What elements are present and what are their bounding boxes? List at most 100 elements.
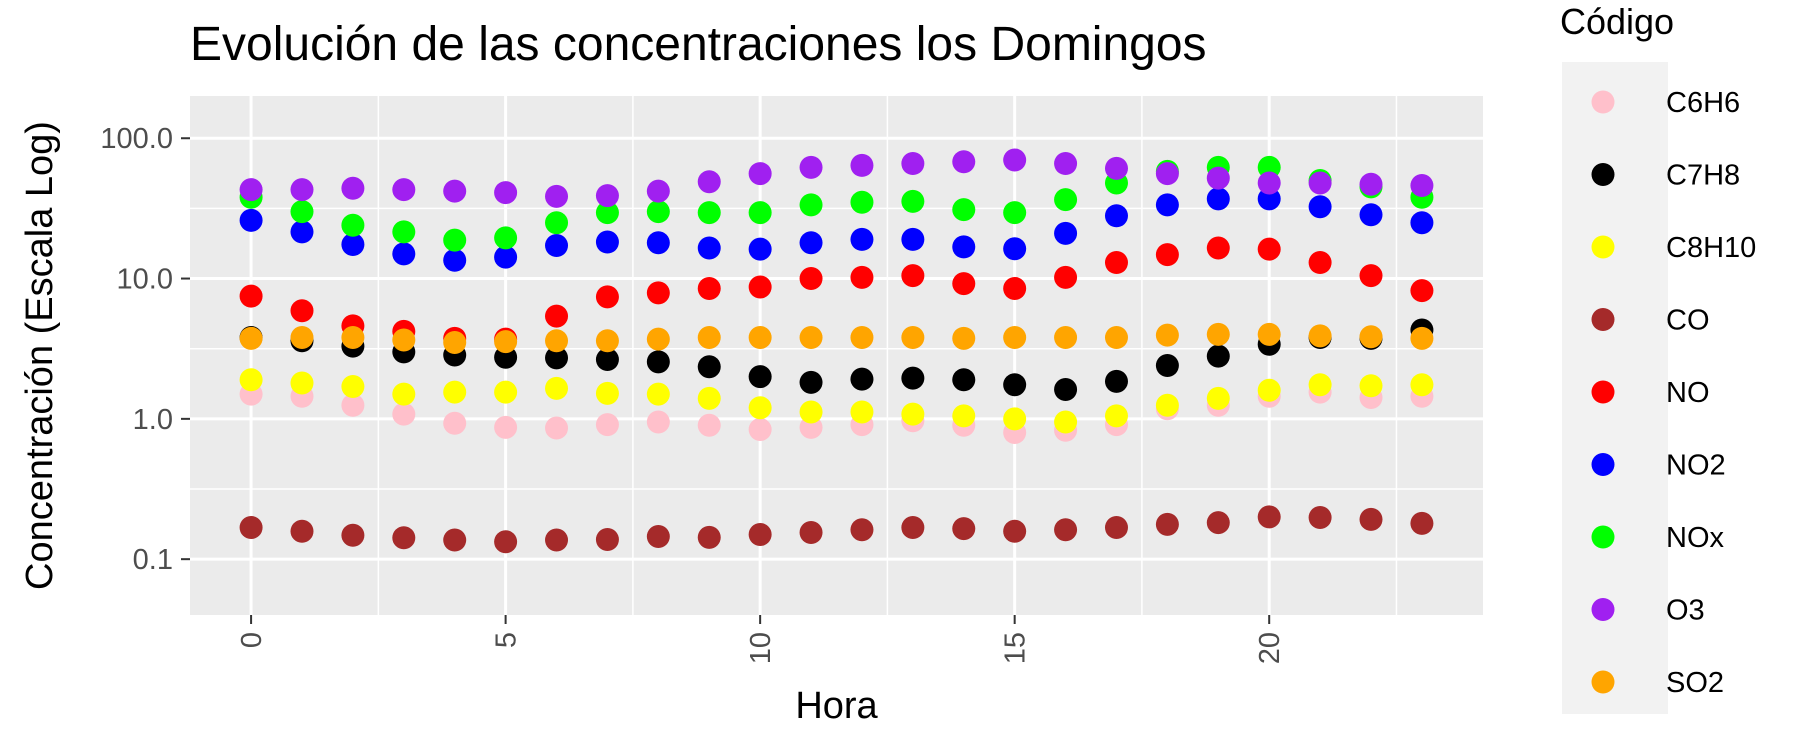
point-no xyxy=(595,285,619,309)
legend-label-o3: O3 xyxy=(1666,595,1705,627)
point-c8h10 xyxy=(341,375,365,399)
x-tick-label: 0 xyxy=(236,632,268,648)
point-o3 xyxy=(1054,152,1078,176)
point-o3 xyxy=(1257,171,1281,195)
point-so2 xyxy=(850,326,874,350)
y-tick-label: 1.0 xyxy=(133,404,173,436)
point-c7h8 xyxy=(545,346,569,370)
point-so2 xyxy=(392,328,416,352)
point-so2 xyxy=(646,327,670,351)
point-c6h6 xyxy=(392,402,416,426)
point-no2 xyxy=(850,227,874,251)
point-o3 xyxy=(1155,162,1179,186)
y-tick-label: 100.0 xyxy=(100,123,173,155)
y-axis-title: Concentración (Escala Log) xyxy=(19,121,61,590)
point-c7h8 xyxy=(1104,369,1128,393)
point-c7h8 xyxy=(1206,344,1230,368)
point-c8h10 xyxy=(646,382,670,406)
point-c7h8 xyxy=(595,347,619,371)
chart-title: Evolución de las concentraciones los Dom… xyxy=(190,18,1207,71)
point-co xyxy=(545,528,569,552)
point-o3 xyxy=(748,162,772,186)
point-no2 xyxy=(595,230,619,254)
point-c7h8 xyxy=(1155,354,1179,378)
x-tick-label: 20 xyxy=(1254,632,1286,664)
point-so2 xyxy=(1054,326,1078,350)
point-no xyxy=(1359,264,1383,288)
point-c6h6 xyxy=(595,413,619,437)
point-c8h10 xyxy=(1155,393,1179,417)
point-c7h8 xyxy=(697,355,721,379)
legend-swatch-c8h10 xyxy=(1591,235,1615,259)
x-tick-label: 10 xyxy=(745,632,777,664)
point-no2 xyxy=(901,227,925,251)
point-co xyxy=(748,522,772,546)
legend-swatch-no2 xyxy=(1591,453,1615,476)
point-c6h6 xyxy=(545,416,569,440)
point-o3 xyxy=(850,153,874,177)
point-co xyxy=(646,525,670,549)
point-no xyxy=(697,276,721,300)
point-o3 xyxy=(697,170,721,194)
point-o3 xyxy=(952,150,976,174)
point-co xyxy=(1206,511,1230,535)
point-no xyxy=(901,264,925,288)
point-c8h10 xyxy=(494,380,518,404)
point-co xyxy=(239,516,263,540)
point-c8h10 xyxy=(239,368,263,392)
point-c7h8 xyxy=(1054,377,1078,401)
point-o3 xyxy=(1359,172,1383,196)
point-c8h10 xyxy=(748,396,772,420)
point-co xyxy=(290,519,314,543)
point-c8h10 xyxy=(1257,378,1281,402)
point-so2 xyxy=(1257,322,1281,346)
point-c8h10 xyxy=(1003,407,1027,431)
point-c7h8 xyxy=(901,366,925,390)
point-co xyxy=(952,517,976,541)
point-no xyxy=(239,284,263,308)
point-co xyxy=(1155,512,1179,536)
point-c8h10 xyxy=(799,400,823,424)
legend-swatch-no xyxy=(1591,380,1615,404)
point-no xyxy=(545,304,569,328)
data-points xyxy=(239,148,1434,554)
point-o3 xyxy=(1206,166,1230,190)
point-c8h10 xyxy=(1206,386,1230,410)
point-no2 xyxy=(392,242,416,266)
point-no2 xyxy=(646,231,670,255)
point-c7h8 xyxy=(850,367,874,391)
point-no xyxy=(1054,265,1078,289)
point-co xyxy=(1257,505,1281,529)
point-c8h10 xyxy=(1054,410,1078,434)
point-no xyxy=(850,265,874,289)
point-no xyxy=(952,272,976,296)
point-c7h8 xyxy=(952,368,976,392)
legend-swatch-nox xyxy=(1591,525,1615,549)
point-no xyxy=(1257,237,1281,261)
point-so2 xyxy=(952,326,976,350)
point-nox xyxy=(341,213,365,237)
point-so2 xyxy=(545,329,569,353)
point-co xyxy=(494,530,518,554)
point-no2 xyxy=(1155,193,1179,217)
point-c8h10 xyxy=(595,381,619,405)
point-no2 xyxy=(494,245,518,269)
point-c8h10 xyxy=(850,400,874,424)
point-so2 xyxy=(697,326,721,350)
point-no xyxy=(748,275,772,299)
point-c7h8 xyxy=(799,370,823,394)
point-c7h8 xyxy=(1003,373,1027,397)
point-c8h10 xyxy=(1308,373,1332,397)
point-so2 xyxy=(901,326,925,350)
point-o3 xyxy=(1410,174,1434,198)
point-co xyxy=(443,528,467,552)
legend-label-c8h10: C8H10 xyxy=(1666,232,1756,264)
point-nox xyxy=(595,201,619,225)
point-so2 xyxy=(748,326,772,350)
point-no xyxy=(799,267,823,291)
point-co xyxy=(341,523,365,547)
point-so2 xyxy=(239,326,263,350)
point-nox xyxy=(901,189,925,213)
point-so2 xyxy=(290,326,314,350)
point-no xyxy=(290,299,314,323)
